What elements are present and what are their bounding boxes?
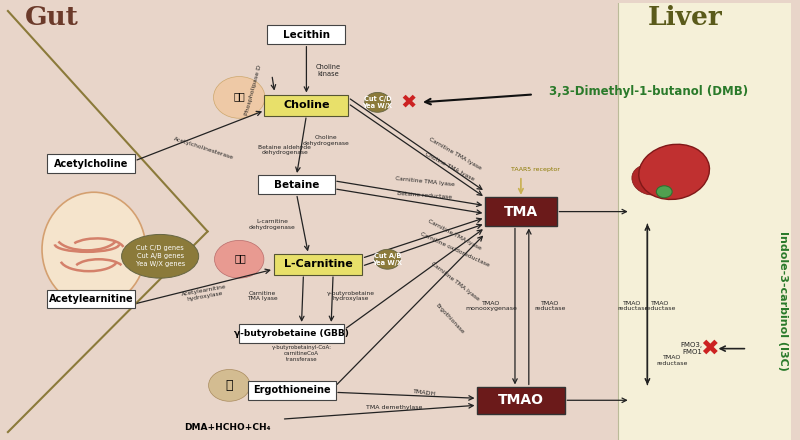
Text: TMAO
reductase: TMAO reductase [617,301,648,312]
FancyBboxPatch shape [274,254,362,275]
Ellipse shape [122,235,198,278]
FancyBboxPatch shape [477,387,565,414]
Text: Acetylearnitine
hydroxylase: Acetylearnitine hydroxylase [182,284,228,302]
FancyBboxPatch shape [47,290,135,308]
Text: Carnitine TMA lyase: Carnitine TMA lyase [395,176,455,187]
Text: Phospholipase D: Phospholipase D [244,65,262,116]
Text: TMA: TMA [504,205,538,219]
Ellipse shape [209,370,250,401]
Text: Acetylcholinesterase: Acetylcholinesterase [173,136,234,160]
Text: TMAO
reductase: TMAO reductase [535,301,566,312]
Text: Betaine: Betaine [274,180,319,190]
Text: Acetylcholine: Acetylcholine [54,159,128,169]
FancyBboxPatch shape [485,197,557,226]
Text: Liver: Liver [647,5,722,30]
Text: L-Carnitine: L-Carnitine [284,259,353,269]
Text: Carnitine oxidoreductase: Carnitine oxidoreductase [419,231,490,268]
Text: Gut: Gut [25,5,78,30]
Text: FMO3,
FMO1: FMO3, FMO1 [681,342,703,355]
Text: Cut A/B: Cut A/B [374,253,401,259]
Ellipse shape [632,165,669,195]
Text: TMAO
monooxygenase: TMAO monooxygenase [466,301,517,312]
Text: Ergothioneine: Ergothioneine [253,385,330,396]
Text: DMA+HCHO+CH₄: DMA+HCHO+CH₄ [184,422,270,432]
Ellipse shape [42,192,146,306]
Text: Acetylearnitine: Acetylearnitine [49,294,134,304]
Ellipse shape [214,240,264,278]
Bar [0,3,618,440]
Text: TMADH: TMADH [414,389,437,397]
Text: Indole-3-carbinol (I3C): Indole-3-carbinol (I3C) [778,231,788,371]
Ellipse shape [374,249,400,269]
FancyBboxPatch shape [265,95,349,116]
Ellipse shape [214,77,265,118]
Text: L-carnitine
dehydrogenase: L-carnitine dehydrogenase [249,219,295,230]
Bar [618,3,790,440]
Text: 3,3-Dimethyl-1-butanol (DMB): 3,3-Dimethyl-1-butanol (DMB) [549,85,748,98]
Text: Yea W/X genes: Yea W/X genes [135,261,185,267]
Text: 🍄: 🍄 [226,379,233,392]
Text: 🥩🍗: 🥩🍗 [234,253,246,263]
Text: Carnitine TMA lyase: Carnitine TMA lyase [427,137,482,171]
FancyBboxPatch shape [258,176,334,194]
Text: Carnitine TMA lyase: Carnitine TMA lyase [430,261,480,301]
Text: Cut C/D genes: Cut C/D genes [136,246,184,251]
Text: TAAR5 receptor: TAAR5 receptor [511,167,560,172]
Text: Yea W/X: Yea W/X [373,260,402,266]
Text: Cut A/B genes: Cut A/B genes [137,253,184,259]
Text: Yea W/X: Yea W/X [362,103,393,109]
Text: TMAO
reductase: TMAO reductase [657,355,688,366]
Ellipse shape [638,144,710,199]
Text: Betaine reductase: Betaine reductase [398,191,453,200]
Ellipse shape [656,186,672,198]
Text: Ergothionase: Ergothionase [434,303,465,335]
FancyBboxPatch shape [47,154,135,173]
Text: Choline
dehydrogenase: Choline dehydrogenase [303,135,350,146]
Text: Carnitine
TMA lyase: Carnitine TMA lyase [246,290,278,301]
Text: Betaine aldehyde
dehydrogenase: Betaine aldehyde dehydrogenase [258,145,311,155]
Ellipse shape [365,92,390,112]
Text: γ-butyrobetaine
hydroxylase: γ-butyrobetaine hydroxylase [327,290,375,301]
FancyBboxPatch shape [248,381,335,400]
Text: Carnitine TMA lyase: Carnitine TMA lyase [427,218,482,251]
FancyBboxPatch shape [267,26,346,44]
Text: Choline TMA lyase: Choline TMA lyase [424,152,475,182]
Text: Choline
kinase: Choline kinase [315,64,341,77]
Text: ✖: ✖ [700,339,719,359]
FancyBboxPatch shape [239,324,344,343]
Text: TMA demethylase: TMA demethylase [366,405,422,410]
Text: γ-butyrobetainyl-CoA:
carnitineCoA
transferase: γ-butyrobetainyl-CoA: carnitineCoA trans… [271,345,331,362]
Text: TMAO
reductase: TMAO reductase [645,301,676,312]
Text: Cut C/D: Cut C/D [364,96,391,103]
Text: ✖: ✖ [400,93,417,112]
Text: TMAO: TMAO [498,393,544,407]
Text: Lecithin: Lecithin [283,30,330,40]
Text: 🐟🦐: 🐟🦐 [234,92,245,101]
Text: γ-butyrobetaine (GBB): γ-butyrobetaine (GBB) [234,329,349,338]
Text: Choline: Choline [283,100,330,110]
